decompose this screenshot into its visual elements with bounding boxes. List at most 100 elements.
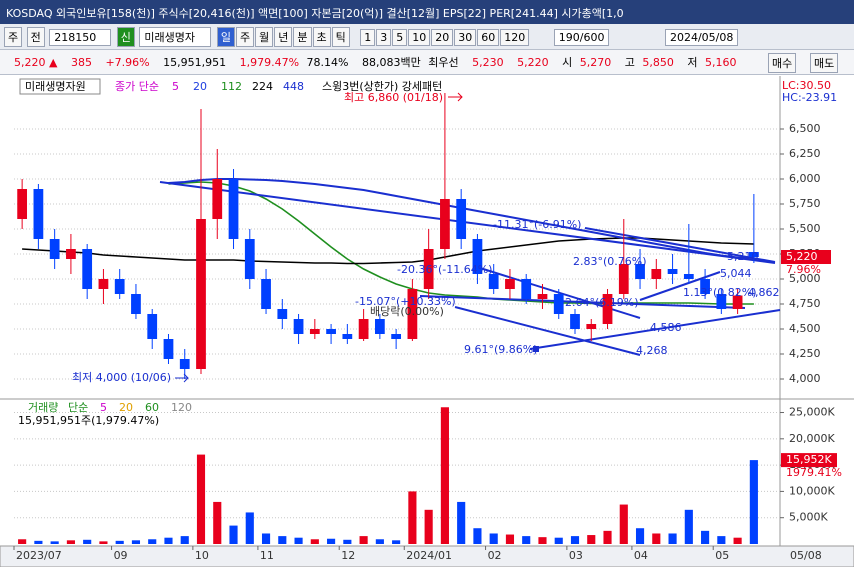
chart-background (0, 76, 854, 546)
title: KOSDAQ 외국인보유[158(천)] 주식수[20,416(천)] 액면[1… (6, 7, 624, 20)
candle-body (17, 189, 28, 219)
legend-box (19, 78, 101, 95)
legend-entry: 20 (119, 401, 133, 414)
candle-body (179, 359, 190, 369)
hc-label: HC:-23.91 (782, 91, 837, 104)
candle-body (66, 249, 76, 259)
last-rate: 1979.41% (786, 466, 842, 479)
volume-bar (229, 525, 238, 544)
interval-button[interactable]: 30 (454, 28, 477, 46)
volume-bar (261, 533, 271, 544)
annotation: 5,210 (727, 250, 759, 263)
legend-entry: 60 (145, 401, 159, 414)
legend-label: 종가 단순 (115, 80, 159, 93)
period-button[interactable]: 분 (293, 27, 312, 47)
volume-bar (489, 533, 498, 544)
volume-bar (327, 538, 336, 544)
candle-body (683, 274, 694, 279)
y-tick-label: 5,000 (789, 272, 821, 285)
interval-button[interactable]: 120 (500, 28, 530, 46)
annotation: 최저 4,000 (10/06) (72, 371, 171, 384)
candle-body (228, 179, 239, 239)
annotation: 최고 6,860 (01/18) (344, 91, 443, 104)
annotation: 배당락(0.00%) (370, 305, 444, 318)
interval-button[interactable]: 1 (360, 28, 376, 46)
volume-bar (554, 537, 563, 544)
legend-entry: 112 (221, 80, 242, 93)
high: 5,850 (642, 56, 674, 69)
volume-bar (733, 537, 742, 544)
volume-bar (115, 540, 124, 544)
candle-body (49, 239, 60, 259)
prev-button[interactable]: 전 (26, 27, 45, 47)
amount: 88,083백만 (362, 56, 421, 69)
low-marker (175, 373, 189, 383)
trend-line (479, 267, 641, 319)
period-button[interactable]: 년 (274, 27, 293, 47)
period-button[interactable]: 일 (216, 27, 235, 47)
period-button[interactable]: 초 (312, 27, 331, 47)
volume-bar (83, 539, 92, 544)
candle-body (488, 274, 499, 289)
x-tick-label: 11 (260, 549, 274, 562)
candle-body (114, 279, 125, 294)
legend-label: 단순 (68, 401, 88, 414)
chart-title: 거래량 (28, 401, 58, 414)
ma-line (22, 237, 754, 265)
legend-entry: 448 (283, 80, 304, 93)
period-button[interactable]: 월 (255, 27, 274, 47)
trend-line (419, 295, 746, 309)
vol-rate: 1,979.47% (239, 56, 300, 69)
high-label: 고 (624, 56, 635, 69)
interval-button[interactable]: 3 (376, 28, 392, 46)
candle-body (456, 199, 467, 239)
candle-body (423, 249, 434, 289)
period-button[interactable]: 틱 (331, 27, 350, 47)
candle-body (651, 269, 662, 279)
sell-button[interactable]: 매도 (810, 53, 839, 73)
buy-button[interactable]: 매수 (768, 53, 797, 73)
volume-bar (457, 501, 466, 544)
candle-body (277, 309, 288, 319)
annotation: -11.31°(-6.91%) (493, 218, 581, 231)
volume-bar (99, 541, 108, 544)
volume-bar (392, 540, 401, 544)
open-label: 시 (562, 56, 573, 69)
period-button[interactable]: 주 (236, 27, 255, 47)
interval-button[interactable]: 60 (477, 28, 500, 46)
volume-bar (505, 534, 515, 544)
code-input[interactable]: 218150 (49, 28, 112, 46)
x-end-label: 05/08 (790, 549, 822, 562)
count-field[interactable]: 190/600 (553, 28, 610, 46)
candle-body (358, 319, 369, 339)
volume-bar (570, 536, 580, 544)
chart-title: 미래생명자원 (25, 80, 86, 93)
candle-body (586, 324, 597, 329)
trend-line (529, 309, 781, 350)
x-tick-label: 2023/07 (16, 549, 62, 562)
volume-bar (180, 536, 189, 544)
volume-bar (310, 539, 319, 544)
interval-button[interactable]: 5 (392, 28, 408, 46)
interval-button[interactable]: 10 (408, 28, 431, 46)
annotation: 9.61°(9.86%) (464, 343, 538, 356)
y-tick-label: 4,750 (789, 297, 821, 310)
volume-bar (164, 537, 173, 544)
interval-button[interactable]: 20 (431, 28, 454, 46)
name-field[interactable]: 미래생명자 (139, 27, 212, 47)
last-badge (781, 453, 837, 468)
candle-body (570, 314, 580, 329)
high-marker (448, 92, 463, 102)
date-field[interactable]: 2024/05/08 (664, 28, 739, 46)
candle-body (667, 269, 678, 274)
candle-body (147, 314, 158, 339)
turnover: 78.14% (306, 56, 349, 69)
volume-bar (440, 407, 449, 544)
volume-bar (749, 460, 758, 544)
period-type[interactable]: 주 (4, 27, 23, 47)
volume-bar (278, 536, 287, 544)
volume-bar (701, 530, 710, 544)
